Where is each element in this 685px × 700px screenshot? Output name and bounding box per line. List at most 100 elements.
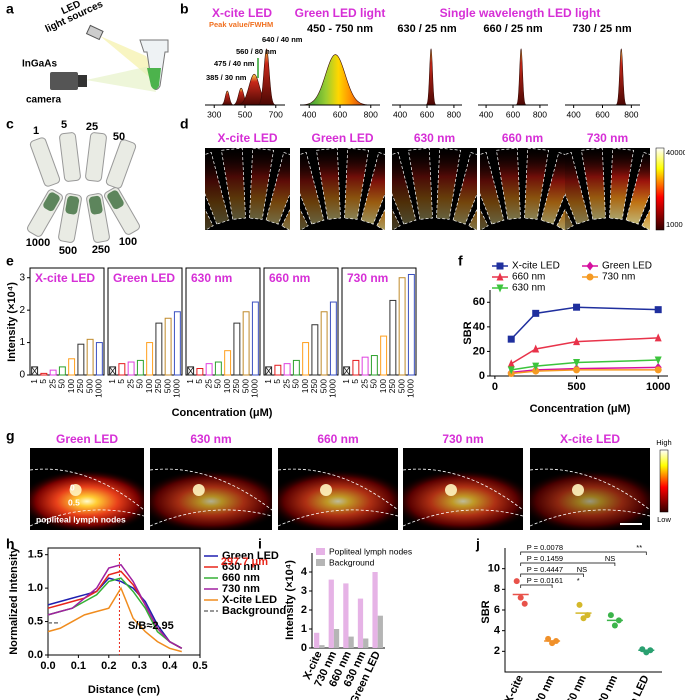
bar-cross xyxy=(109,366,116,376)
subplot-title: 630 nm xyxy=(191,271,232,285)
marker xyxy=(532,309,540,317)
x-tick-label: 250 xyxy=(75,379,85,393)
x-tick-label: 100 xyxy=(144,379,154,393)
spectrum-title: X-cite LED xyxy=(212,6,272,20)
x-tick-label: 600 xyxy=(420,109,434,119)
x-axis-label: Concentration (μM) xyxy=(172,407,273,419)
bar xyxy=(214,361,222,376)
panel-label: f xyxy=(458,253,463,269)
marker xyxy=(573,358,581,367)
point xyxy=(521,600,528,607)
marker xyxy=(507,359,515,368)
legend-label: Green LED xyxy=(222,550,279,562)
x-tick-label: 800 xyxy=(364,109,378,119)
bar xyxy=(292,359,300,376)
tube-signal xyxy=(205,152,229,225)
x-tick-label: 630 nm xyxy=(593,673,620,700)
marker xyxy=(532,344,540,353)
bar xyxy=(407,273,415,376)
y-tick-label: 1 xyxy=(19,337,25,348)
tube-label: 1000 xyxy=(26,237,50,249)
tube-content xyxy=(147,68,161,90)
peak-note: Peak value/FWHM xyxy=(209,20,273,29)
annotation: 0 xyxy=(70,482,75,492)
bar xyxy=(398,277,406,376)
point xyxy=(513,578,520,585)
legend-label: 660 nm xyxy=(222,572,260,584)
y-tick-label: 0 xyxy=(479,370,485,382)
tube-outline xyxy=(609,148,634,220)
x-tick-label: 1 xyxy=(29,379,39,384)
panel-label: h xyxy=(6,536,15,552)
panel-label: e xyxy=(6,253,14,269)
camera-lens xyxy=(78,75,87,87)
y-tick-label: 20 xyxy=(473,345,485,357)
legend-label: Green LED xyxy=(602,261,652,272)
p-value: P = 0.0161 xyxy=(527,576,563,585)
x-tick-label: 0.2 xyxy=(101,660,116,672)
tube-outline xyxy=(316,148,341,220)
marker xyxy=(586,273,594,281)
subplot-frame xyxy=(29,267,105,376)
legend-swatch xyxy=(316,559,325,566)
line xyxy=(511,366,659,374)
line xyxy=(510,337,659,365)
tube-signal xyxy=(300,209,309,230)
x-tick-label: 50 xyxy=(213,379,223,389)
y-tick-label: 1 xyxy=(301,623,307,635)
tube-label: 5 xyxy=(61,119,67,131)
tube-image xyxy=(205,148,290,230)
x-tick-label: 0.0 xyxy=(40,660,55,672)
annotation: 297.7 μm xyxy=(221,556,268,568)
tube-signal xyxy=(541,152,565,225)
tissue-glow xyxy=(150,469,272,530)
tube xyxy=(59,132,81,182)
tube-label: 25 xyxy=(86,121,98,133)
x-tick-label: 250 xyxy=(309,379,319,393)
x-tick-label: 600 xyxy=(506,109,520,119)
tube-outline xyxy=(524,148,549,220)
image-title: X-cite LED xyxy=(560,432,620,446)
tube-label: 100 xyxy=(119,236,137,248)
marker xyxy=(507,335,515,343)
image-title: 730 nm xyxy=(442,432,483,446)
x-tick-label: 50 xyxy=(291,379,301,389)
x-tick-label: 100 xyxy=(300,379,310,393)
legend-label: Background xyxy=(222,605,286,617)
tube-outline xyxy=(540,152,565,225)
tube xyxy=(29,137,61,187)
tube-signal xyxy=(316,148,341,220)
tube-signal xyxy=(436,148,461,220)
tube-signal xyxy=(565,152,589,225)
bar xyxy=(311,324,319,376)
tube xyxy=(85,132,107,182)
tube-image xyxy=(480,148,565,230)
x-tick-label: 500 xyxy=(567,381,585,393)
bar-cross xyxy=(265,366,272,376)
camera-label: camera xyxy=(26,95,61,106)
y-tick-label: 6 xyxy=(494,604,500,616)
tube-outline xyxy=(300,208,309,230)
bar xyxy=(118,363,126,376)
spectrum-title: Green LED light xyxy=(295,6,386,20)
spectrum-subtitle: 660 / 25 nm xyxy=(483,23,543,35)
bar xyxy=(205,363,213,376)
legend-label: Popliteal lymph nodes xyxy=(329,546,412,556)
image-title: Green LED xyxy=(311,131,373,145)
bar xyxy=(95,342,103,376)
x-tick-label: 500 xyxy=(162,379,172,393)
tube-signal xyxy=(453,152,477,225)
x-tick-label: 0 xyxy=(492,381,498,393)
subplot-title: X-cite LED xyxy=(35,271,95,285)
spectrum-peak xyxy=(616,48,627,106)
tube xyxy=(105,139,137,189)
bar xyxy=(40,372,48,376)
marker xyxy=(586,261,594,271)
x-tick-label: 0.1 xyxy=(71,660,86,672)
legend-label: 630 nm xyxy=(512,283,545,294)
tube-label: 500 xyxy=(59,245,77,257)
subplot-frame xyxy=(185,267,261,376)
node-spot xyxy=(445,484,457,496)
significance: * xyxy=(577,576,580,585)
lamp xyxy=(85,24,104,41)
